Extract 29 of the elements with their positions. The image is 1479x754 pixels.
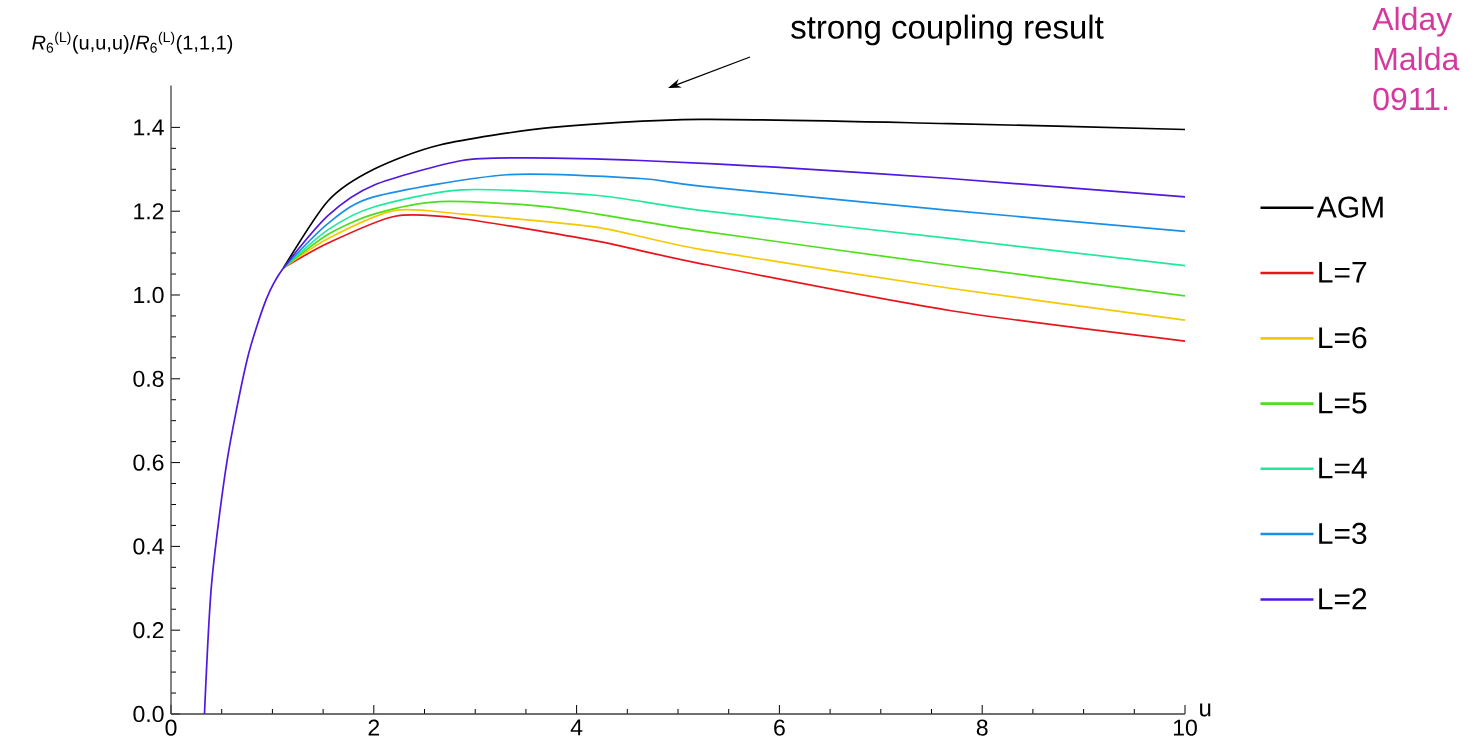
y-tick-label: 0.8 xyxy=(133,370,164,387)
text: Malda xyxy=(1374,46,1460,71)
y-tick-label: 0.2 xyxy=(133,622,164,639)
text: 0911. xyxy=(1373,87,1447,111)
x-tick-label: 6 xyxy=(774,719,785,736)
legend-label: AGM xyxy=(1316,196,1383,218)
legend-label: L=2 xyxy=(1319,588,1367,610)
x-axis-title: u xyxy=(1200,703,1211,717)
x-tick-label: 0 xyxy=(165,719,177,736)
text: strong coupling result xyxy=(791,14,1104,46)
line-series xyxy=(282,214,1186,342)
x-tick-label: 8 xyxy=(976,719,988,736)
legend-label: L=3 xyxy=(1319,522,1367,545)
y-axis-title: R$_{6}$$^{(L)}$(u,u,u)/R$_{6}$$^{(L)}$(1,1,1) xyxy=(32,31,233,54)
legend-label: L=4 xyxy=(1319,457,1367,479)
x-tick-label: 2 xyxy=(368,719,380,736)
text: Alday xyxy=(1372,6,1453,37)
x-tick-label: 10 xyxy=(1173,719,1197,736)
legend-label: L=5 xyxy=(1319,392,1367,414)
line-series xyxy=(203,157,1186,715)
legend-label: L=6 xyxy=(1319,327,1367,349)
legend-label: L=7 xyxy=(1319,261,1367,283)
y-tick-label: 0.0 xyxy=(133,705,164,723)
y-tick-label: 1.4 xyxy=(134,119,164,136)
y-tick-label: 0.4 xyxy=(133,538,164,555)
y-tick-label: 1.2 xyxy=(134,203,164,220)
y-tick-label: 1.0 xyxy=(134,286,164,304)
x-tick-label: 4 xyxy=(570,719,583,736)
y-tick-label: 0.6 xyxy=(133,454,164,471)
